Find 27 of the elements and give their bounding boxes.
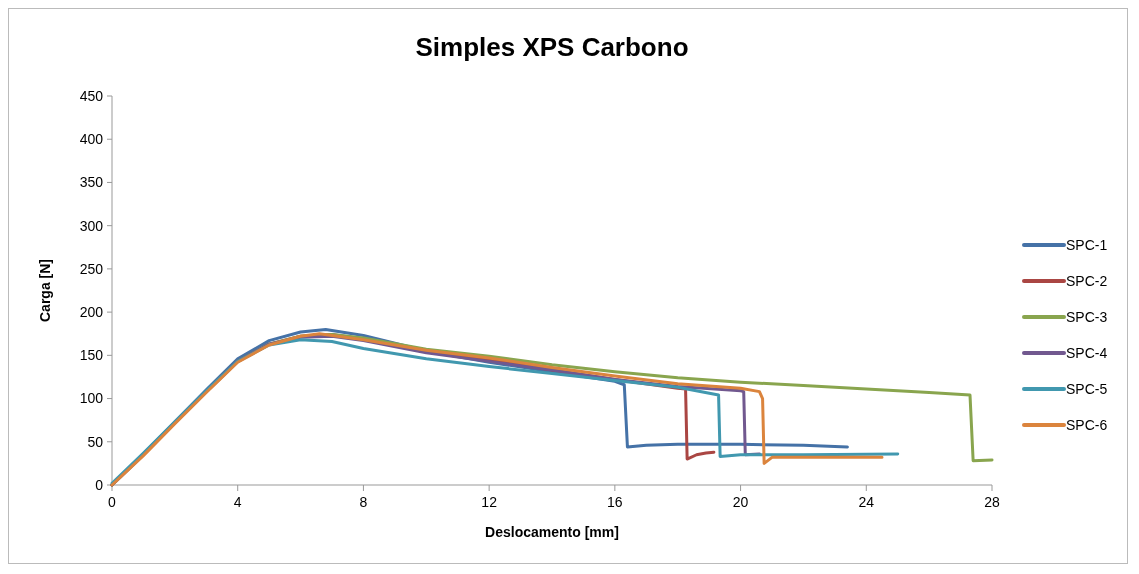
x-tick-label: 12: [481, 494, 498, 510]
y-tick-label: 350: [79, 174, 104, 191]
x-tick-label: 0: [108, 494, 117, 510]
x-tick-label: 28: [984, 494, 1000, 510]
y-tick-label: 50: [87, 433, 104, 450]
legend-label: SPC-5: [1066, 380, 1108, 397]
y-tick-label: 300: [79, 217, 104, 234]
x-tick-label: 20: [732, 494, 749, 510]
y-tick-label: 150: [79, 347, 104, 364]
y-tick-label: 0: [95, 476, 104, 493]
y-tick-label: 200: [79, 304, 104, 321]
x-tick-label: 24: [858, 494, 875, 510]
x-tick-label: 8: [359, 494, 368, 510]
y-tick-label: 400: [79, 131, 104, 148]
legend-label: SPC-2: [1066, 272, 1108, 289]
legend-label: SPC-4: [1066, 344, 1108, 361]
x-tick-label: 4: [233, 494, 242, 510]
y-tick-label: 250: [79, 260, 104, 277]
y-tick-label: 100: [79, 390, 104, 407]
x-axis-title: Deslocamento [mm]: [485, 524, 619, 540]
x-tick-label: 16: [607, 494, 623, 510]
legend-label: SPC-6: [1066, 416, 1108, 433]
y-tick-label: 450: [79, 87, 104, 104]
chart-title: Simples XPS Carbono: [415, 32, 689, 62]
legend-label: SPC-1: [1066, 236, 1108, 253]
legend-label: SPC-3: [1066, 308, 1108, 325]
y-axis-title: Carga [N]: [37, 258, 53, 323]
